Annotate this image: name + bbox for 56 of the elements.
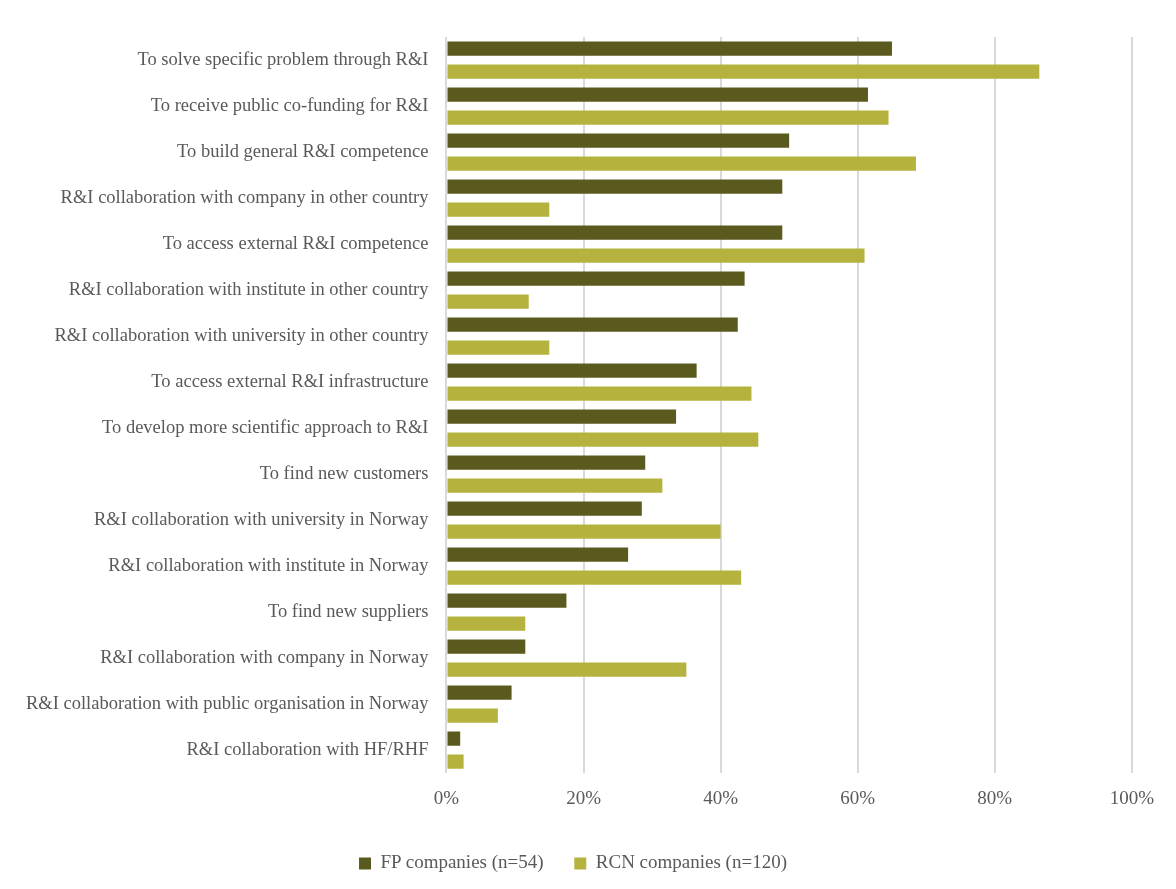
y-tick-label: R&I collaboration with HF/RHF [186, 739, 429, 760]
x-tick-label: 80% [977, 786, 1013, 808]
y-tick-label: To develop more scientific approach to R&I [102, 417, 429, 438]
y-tick-label: R&I collaboration with university in other country [54, 325, 430, 345]
y-tick-label: R&I collaboration with company in Norway [100, 647, 430, 668]
bar [447, 64, 1040, 79]
bar [447, 156, 916, 171]
bar [447, 41, 892, 56]
bar [447, 202, 550, 217]
bar [447, 478, 663, 493]
bar [447, 225, 783, 240]
bar [447, 248, 865, 263]
y-tick-label: To access external R&I infrastructure [151, 371, 429, 392]
bar [447, 409, 677, 424]
bar [447, 593, 567, 608]
y-tick-label: To find new customers [259, 463, 429, 484]
bar [447, 133, 790, 148]
y-tick-label: To receive public co-funding for R&I [150, 94, 429, 115]
bar [447, 685, 512, 700]
bar [447, 754, 464, 769]
legend-label: FP companies (n=54) [380, 851, 544, 874]
bar [447, 662, 687, 677]
bar [447, 547, 629, 562]
x-tick-label: 40% [703, 786, 739, 808]
bar [447, 340, 550, 355]
x-tick-label: 100% [1109, 786, 1155, 808]
legend-label: RCN companies (n=120) [595, 851, 787, 874]
x-tick-label: 60% [840, 786, 876, 808]
x-tick-label: 20% [566, 786, 602, 808]
bar [447, 455, 646, 470]
y-tick-label: To find new suppliers [267, 601, 429, 622]
bar [447, 731, 461, 746]
bar [447, 432, 759, 447]
bar [447, 708, 498, 723]
bar [447, 501, 642, 516]
bar [447, 386, 752, 401]
bar [447, 639, 526, 654]
bar [447, 87, 868, 102]
bar [447, 524, 721, 539]
y-tick-label: To build general R&I competence [177, 140, 429, 161]
y-tick-label: R&I collaboration with company in other country [60, 186, 430, 207]
bar [447, 570, 742, 585]
x-tick-label: 0% [433, 786, 460, 808]
y-tick-label: To access external R&I competence [162, 232, 429, 253]
bar [447, 363, 697, 378]
bar [447, 179, 783, 194]
bar [447, 294, 529, 309]
bar [447, 110, 889, 125]
y-tick-label: R&I collaboration with university in Norway [93, 509, 430, 530]
bar [447, 271, 745, 286]
y-tick-label: R&I collaboration with institute in other country [68, 278, 430, 299]
y-tick-label: R&I collaboration with institute in Norway [108, 555, 430, 576]
bar [447, 616, 526, 631]
y-tick-label: R&I collaboration with public organisation in Norway [25, 693, 430, 714]
bar [447, 317, 738, 332]
y-tick-label: To solve specific problem through R&I [137, 48, 429, 69]
